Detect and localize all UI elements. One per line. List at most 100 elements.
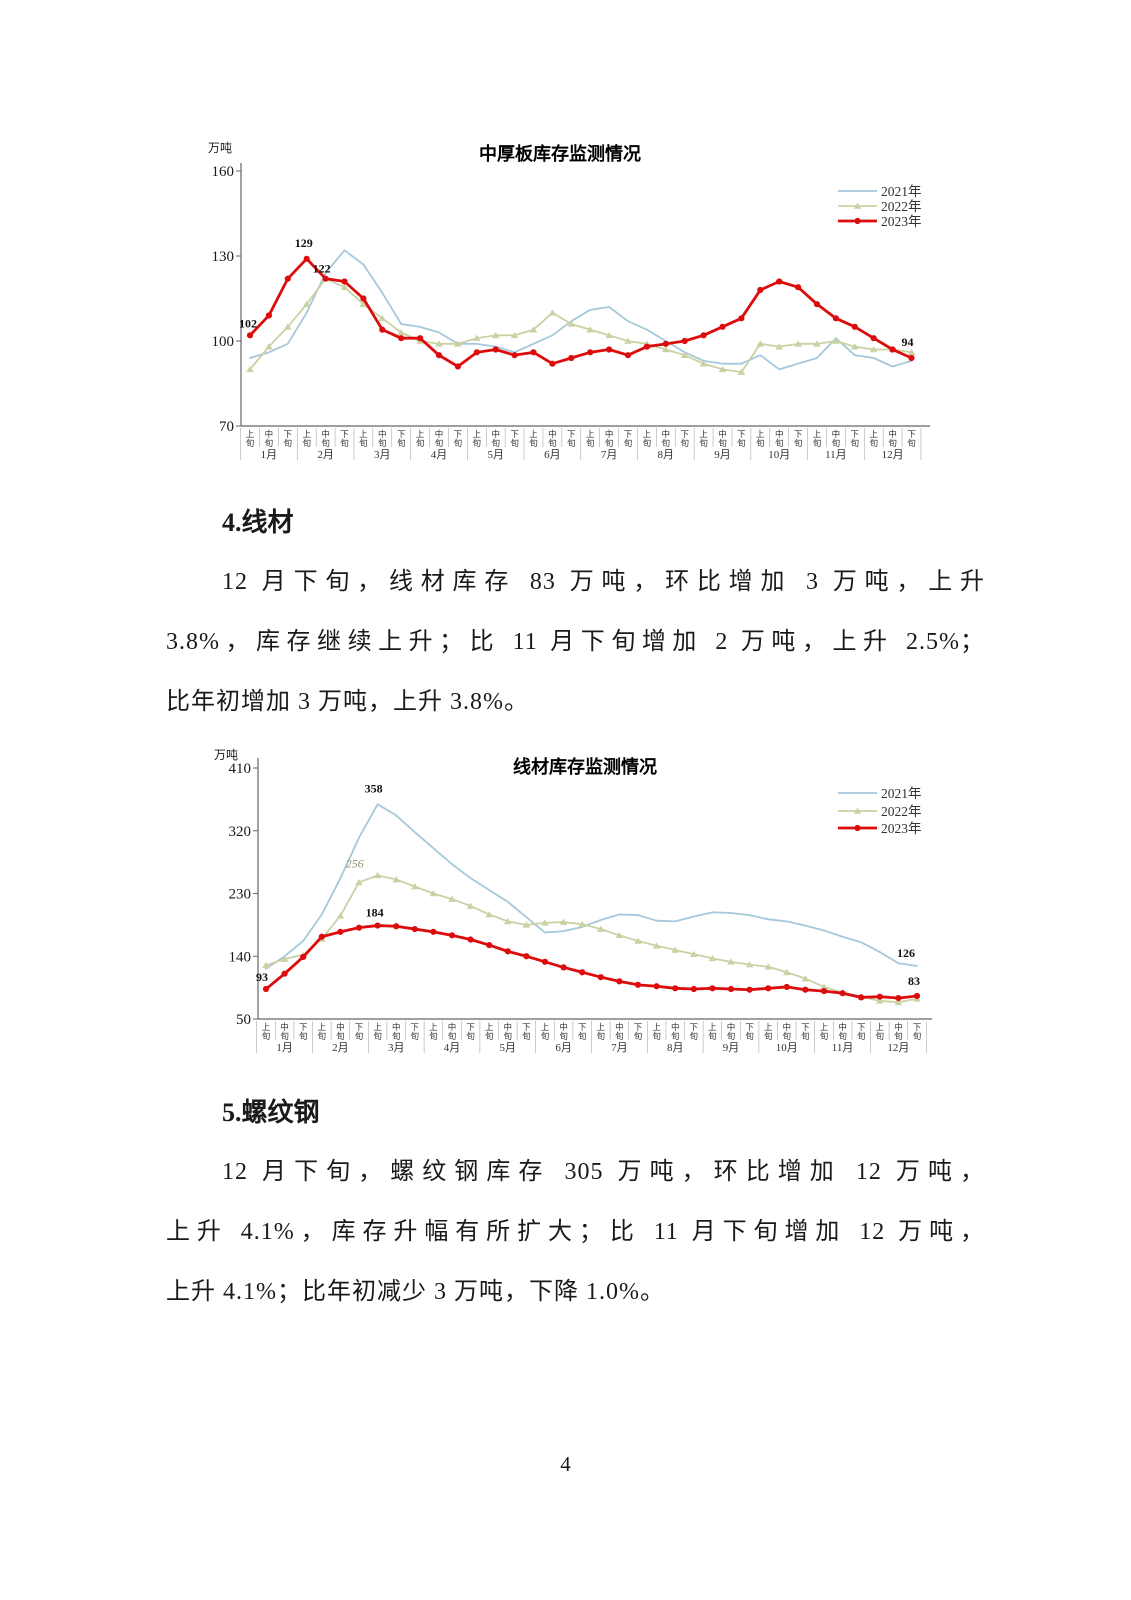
data-point-marker bbox=[262, 961, 270, 969]
data-point-marker bbox=[820, 983, 828, 990]
x-axis-month-label: 3月 bbox=[374, 449, 391, 461]
x-axis-period-label: 中旬 bbox=[671, 1022, 680, 1041]
data-point-marker bbox=[616, 978, 623, 985]
legend: 2021年 2022年 2023年 bbox=[838, 786, 922, 836]
data-point-marker bbox=[680, 351, 689, 358]
x-axis-period-label: 下旬 bbox=[466, 1022, 475, 1041]
x-axis-period-label: 中旬 bbox=[888, 429, 897, 448]
x-axis-period-label: 上旬 bbox=[708, 1022, 717, 1041]
x-axis-period-label: 上旬 bbox=[652, 1022, 661, 1041]
x-axis-period-label: 上旬 bbox=[473, 429, 482, 448]
x-axis-period-label: 下旬 bbox=[567, 429, 576, 448]
chart-title: 中厚板库存监测情况 bbox=[479, 143, 641, 164]
page-number: 4 bbox=[560, 1452, 571, 1476]
data-point-marker bbox=[411, 925, 418, 933]
data-point-marker bbox=[549, 360, 556, 367]
x-axis-period-label: 中旬 bbox=[321, 429, 330, 448]
data-point-marker bbox=[624, 352, 632, 359]
data-point-marker bbox=[727, 985, 735, 993]
data-point-marker bbox=[568, 354, 575, 362]
x-axis-period-label: 中旬 bbox=[894, 1022, 903, 1041]
chart-title: 线材库存监测情况 bbox=[513, 756, 657, 777]
data-point-marker bbox=[578, 920, 586, 927]
x-axis: 上旬中旬下旬上旬中旬下旬上旬中旬下旬上旬中旬下旬上旬中旬下旬上旬中旬下旬上旬中旬… bbox=[240, 425, 930, 461]
x-axis-period-label: 中旬 bbox=[548, 429, 557, 448]
data-point-marker bbox=[895, 994, 902, 1002]
x-axis-period-label: 中旬 bbox=[832, 429, 841, 448]
series-2023年 bbox=[262, 922, 921, 1002]
x-axis-period-label: 上旬 bbox=[262, 1022, 271, 1041]
data-point-marker bbox=[839, 990, 846, 997]
data-point-marker bbox=[510, 331, 519, 339]
data-point-marker bbox=[548, 309, 557, 316]
x-axis-month-label: 9月 bbox=[714, 449, 731, 461]
data-point-marker bbox=[504, 917, 512, 925]
data-point-marker bbox=[473, 349, 480, 356]
x-axis-period-label: 上旬 bbox=[318, 1022, 327, 1041]
x-axis-month-label: 4月 bbox=[444, 1042, 461, 1054]
series-line bbox=[265, 803, 918, 970]
data-point-marker bbox=[281, 970, 288, 977]
data-point-marker bbox=[511, 352, 518, 359]
data-point-marker bbox=[756, 340, 765, 347]
data-point-marker bbox=[435, 340, 443, 347]
data-point-marker bbox=[467, 936, 474, 943]
data-point-marker bbox=[587, 349, 594, 356]
data-point-marker bbox=[340, 283, 349, 290]
data-point-marker bbox=[854, 217, 861, 225]
data-point-marker bbox=[529, 326, 538, 333]
x-axis-period-label: 下旬 bbox=[737, 429, 746, 448]
x-axis-month-label: 11月 bbox=[832, 1042, 854, 1054]
x-axis-period-label: 中旬 bbox=[392, 1022, 401, 1041]
data-point-marker bbox=[300, 953, 307, 961]
series-line bbox=[249, 277, 913, 374]
data-point-marker bbox=[643, 343, 650, 350]
x-axis-period-label: 中旬 bbox=[265, 429, 274, 448]
x-axis-period-label: 中旬 bbox=[775, 429, 784, 448]
data-point-marker bbox=[801, 975, 810, 982]
x-axis-month-label: 8月 bbox=[667, 1042, 684, 1054]
x-axis-month-label: 12月 bbox=[887, 1042, 909, 1054]
data-point-marker bbox=[764, 963, 772, 970]
x-axis-period-label: 中旬 bbox=[718, 429, 727, 448]
data-point-marker bbox=[246, 365, 254, 373]
data-point-marker bbox=[662, 346, 670, 353]
data-point-marker bbox=[322, 275, 329, 282]
data-point-marker bbox=[634, 937, 642, 944]
x-axis-period-label: 上旬 bbox=[541, 1022, 550, 1041]
x-axis-month-label: 10月 bbox=[776, 1042, 798, 1054]
x-axis-period-label: 中旬 bbox=[491, 429, 500, 448]
y-axis-tick-label: 230 bbox=[229, 887, 252, 903]
data-point-marker bbox=[355, 924, 363, 931]
x-axis-period-label: 中旬 bbox=[504, 1022, 513, 1041]
data-point-marker bbox=[652, 942, 661, 949]
data-point-marker bbox=[379, 326, 386, 333]
data-point-marker bbox=[746, 986, 753, 993]
x-axis-period-label: 下旬 bbox=[522, 1022, 531, 1041]
x-axis-month-label: 2月 bbox=[332, 1042, 349, 1054]
x-axis-period-label: 下旬 bbox=[624, 429, 633, 448]
series-line bbox=[265, 874, 918, 1004]
x-axis-period-label: 下旬 bbox=[690, 1022, 699, 1041]
data-point-marker bbox=[851, 343, 859, 350]
y-axis-tick-label: 140 bbox=[229, 949, 252, 965]
legend-label: 2022年 bbox=[881, 199, 922, 214]
data-point-marker bbox=[522, 921, 531, 928]
x-axis-month-label: 9月 bbox=[723, 1042, 740, 1054]
data-point-marker bbox=[832, 337, 840, 344]
y-axis-tick-label: 410 bbox=[229, 761, 252, 777]
data-point-marker bbox=[853, 807, 862, 814]
y-axis-unit-label: 万吨 bbox=[208, 141, 232, 155]
data-point-marker bbox=[820, 988, 828, 995]
data-point-marker bbox=[870, 335, 877, 342]
data-point-marker bbox=[624, 337, 632, 344]
x-axis-period-label: 中旬 bbox=[783, 1022, 792, 1041]
data-point-marker bbox=[454, 340, 462, 347]
y-axis-tick-label: 70 bbox=[219, 419, 234, 435]
x-axis-period-label: 上旬 bbox=[586, 429, 595, 448]
data-point-marker bbox=[523, 953, 530, 960]
data-point-marker bbox=[802, 986, 809, 993]
data-point-marker bbox=[302, 300, 311, 307]
